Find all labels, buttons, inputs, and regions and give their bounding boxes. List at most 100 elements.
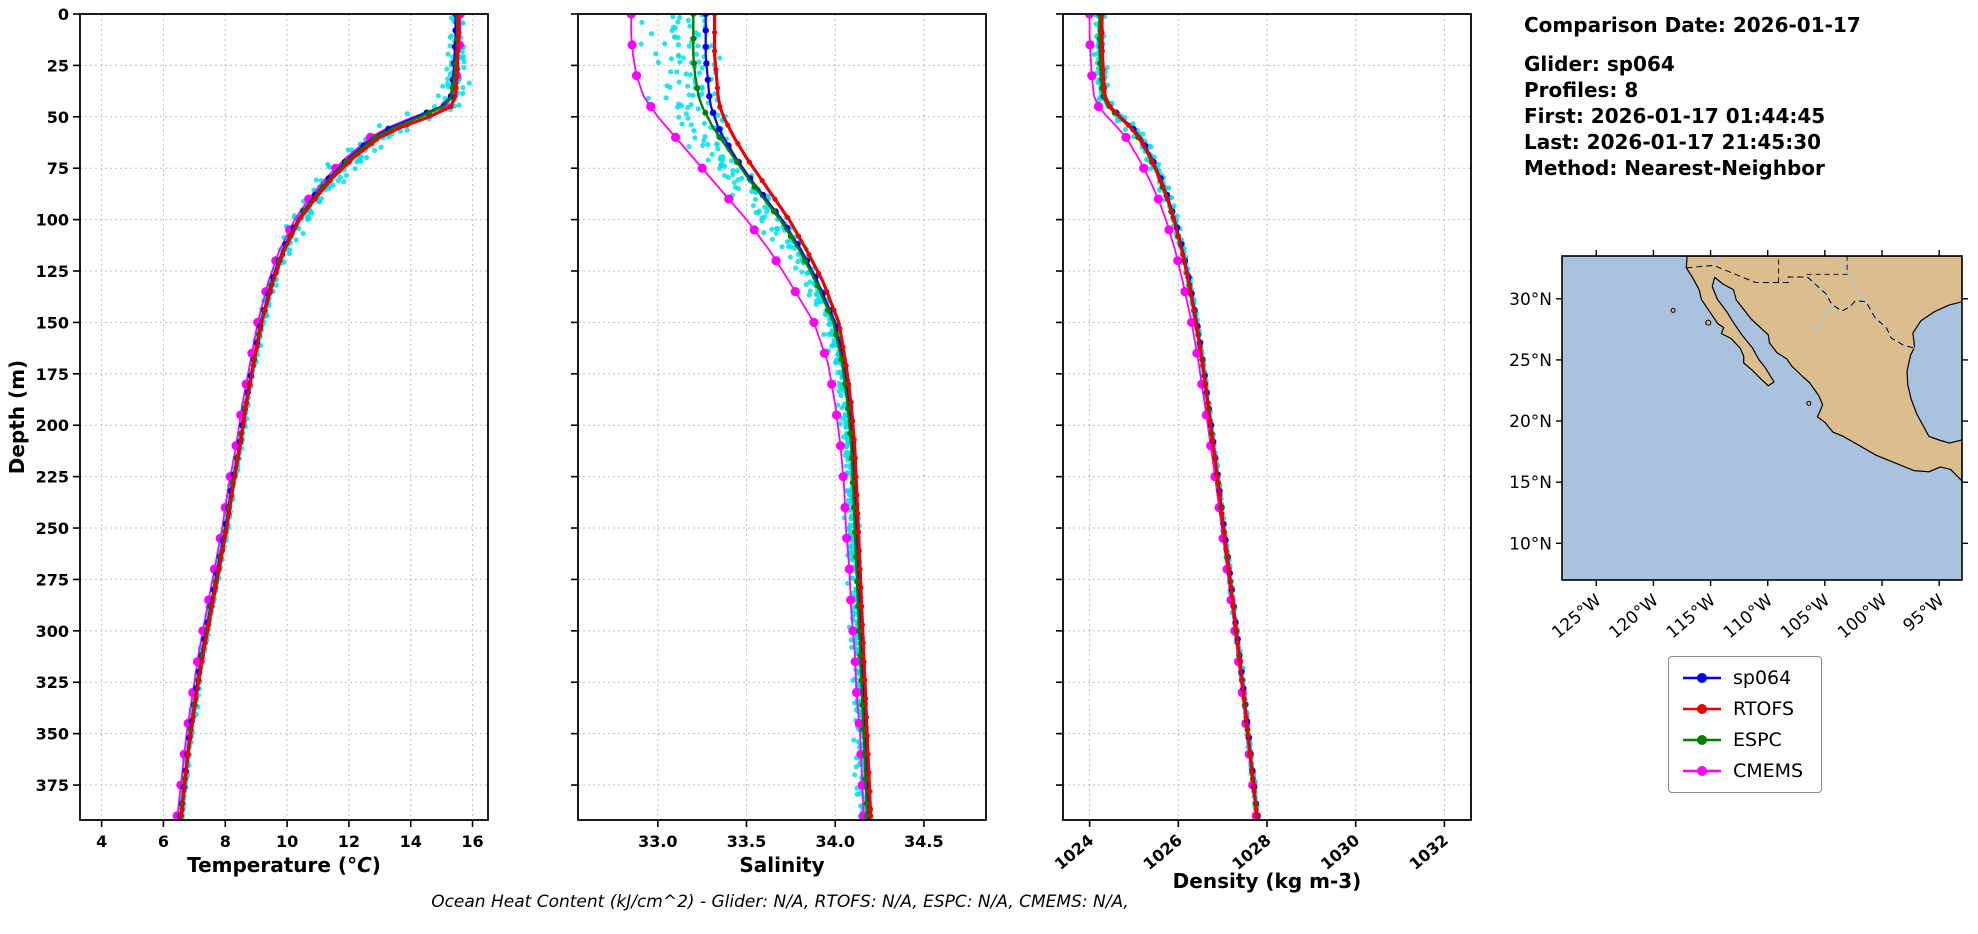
svg-text:1032: 1032 (1406, 831, 1452, 874)
series-line-RTOFS (713, 14, 873, 816)
svg-text:25°N: 25°N (1509, 351, 1552, 371)
y-axis-label: Depth (m) (5, 360, 29, 474)
svg-text:120°W: 120°W (1606, 590, 1663, 643)
glider-name-text: Glider: sp064 (1524, 52, 1675, 76)
svg-text:10°N: 10°N (1509, 534, 1552, 554)
island (1670, 307, 1676, 313)
info-spacer (1524, 38, 1861, 51)
profiles-count-text: Profiles: 8 (1524, 78, 1639, 102)
svg-text:75: 75 (47, 159, 69, 178)
series-line-CMEMS (630, 14, 865, 816)
legend-item-espc: ESPC (1681, 729, 1803, 751)
river-conchos (1814, 303, 1833, 333)
river-pecos (1838, 256, 1867, 303)
info-panel: Comparison Date: 2026-01-17 Glider: sp06… (1524, 12, 1861, 181)
svg-text:33.5: 33.5 (727, 832, 766, 851)
series-markers-CMEMS (626, 14, 869, 820)
x-axis-label: Salinity (739, 853, 824, 877)
svg-text:25: 25 (47, 56, 69, 75)
svg-text:50: 50 (47, 108, 69, 127)
svg-text:150: 150 (36, 313, 69, 332)
series-markers-CMEMS (172, 14, 465, 820)
svg-text:1030: 1030 (1317, 831, 1363, 874)
first-time-text: First: 2026-01-17 01:44:45 (1524, 104, 1826, 128)
svg-text:1024: 1024 (1051, 831, 1097, 874)
legend-item-cmems: CMEMS (1681, 760, 1803, 782)
series-line-sp064 (179, 14, 457, 817)
svg-text:30°N: 30°N (1509, 290, 1552, 310)
x-axis-label: Temperature (°C) (187, 853, 381, 877)
state-border (1806, 256, 1848, 275)
ocean-heat-content-caption: Ocean Heat Content (kJ/cm^2) - Glider: N… (431, 892, 1129, 912)
svg-text:34.0: 34.0 (815, 832, 854, 851)
svg-text:100°W: 100°W (1834, 590, 1891, 643)
last-time-text: Last: 2026-01-17 21:45:30 (1524, 130, 1822, 154)
svg-text:12: 12 (338, 832, 360, 851)
series-line-CMEMS (176, 14, 462, 817)
legend-line-marker-icon (1683, 766, 1721, 776)
svg-text:4: 4 (96, 832, 107, 851)
island (1806, 400, 1812, 406)
svg-text:200: 200 (36, 416, 69, 435)
salinity-profile: 33.0 33.5 34.0 34.5 Salinity (571, 13, 987, 877)
series-line-ESPC (179, 14, 459, 817)
svg-text:350: 350 (36, 725, 69, 744)
legend-label: CMEMS (1733, 760, 1804, 782)
legend-item-rtofs: RTOFS (1681, 698, 1803, 720)
x-axis-label: Density (kg m-3) (1173, 869, 1362, 893)
series-markers-CMEMS (1085, 14, 1261, 820)
svg-text:34.5: 34.5 (904, 832, 943, 851)
svg-text:125°W: 125°W (1548, 590, 1605, 643)
series-markers-RTOFS (1099, 14, 1260, 819)
svg-text:100: 100 (36, 211, 69, 230)
method-text: Method: Nearest-Neighbor (1524, 156, 1825, 180)
svg-text:16: 16 (461, 832, 483, 851)
svg-text:33.0: 33.0 (638, 832, 677, 851)
svg-text:275: 275 (36, 570, 69, 589)
svg-text:175: 175 (36, 365, 69, 384)
legend-item-sp064: sp064 (1681, 667, 1803, 689)
svg-text:125: 125 (36, 262, 69, 281)
svg-text:20°N: 20°N (1509, 412, 1552, 432)
svg-text:110°W: 110°W (1720, 590, 1777, 643)
svg-text:8: 8 (220, 832, 231, 851)
series-markers-ESPC (690, 14, 871, 819)
svg-text:375: 375 (36, 776, 69, 795)
svg-text:10: 10 (276, 832, 298, 851)
svg-text:1026: 1026 (1140, 831, 1186, 874)
svg-text:300: 300 (36, 622, 69, 641)
svg-text:325: 325 (36, 673, 69, 692)
density-profile: 1024 1026 1028 1030 1032 Density (kg m-3) (1051, 13, 1472, 893)
glider-raw-scatter (175, 14, 472, 820)
svg-text:225: 225 (36, 468, 69, 487)
series-markers-ESPC (177, 14, 461, 819)
legend-line-marker-icon (1683, 673, 1721, 683)
legend-label: sp064 (1733, 667, 1792, 689)
series-line-RTOFS (1100, 14, 1259, 817)
svg-text:14: 14 (400, 832, 422, 851)
svg-text:250: 250 (36, 519, 69, 538)
series-markers-sp064 (177, 14, 459, 820)
svg-text:0: 0 (58, 5, 69, 24)
map-frame (1561, 255, 1963, 581)
legend-label: RTOFS (1733, 698, 1795, 720)
svg-text:105°W: 105°W (1777, 590, 1834, 643)
svg-text:15°N: 15°N (1509, 473, 1552, 493)
legend-line-marker-icon (1683, 735, 1721, 745)
chart-legend: sp064 RTOFS ESPC CMEMS (1668, 656, 1823, 793)
svg-text:6: 6 (158, 832, 169, 851)
series-line-CMEMS (1088, 14, 1258, 817)
profile-charts-svg: 4 6 8 10 12 14 16 0 25 50 75 100 125 150 175 200 225 250 2… (5, 5, 1472, 893)
series-markers-RTOFS (711, 14, 874, 819)
legend-label: ESPC (1733, 729, 1782, 751)
land-mexico (1685, 256, 1962, 482)
svg-text:115°W: 115°W (1663, 590, 1720, 643)
svg-text:1028: 1028 (1228, 831, 1274, 874)
glider-raw-scatter (1091, 14, 1261, 820)
legend-line-marker-icon (1683, 704, 1721, 714)
svg-text:95°W: 95°W (1900, 590, 1949, 636)
location-map: 30°N 25°N 20°N 15°N 10°N 125°W 120°W 115°W 110°W… (1509, 250, 1968, 643)
island (1705, 319, 1712, 326)
us-mexico-border (1686, 264, 1915, 349)
temperature-profile: 4 6 8 10 12 14 16 0 25 50 75 100 125 150 175 200 225 250 2… (5, 5, 489, 877)
